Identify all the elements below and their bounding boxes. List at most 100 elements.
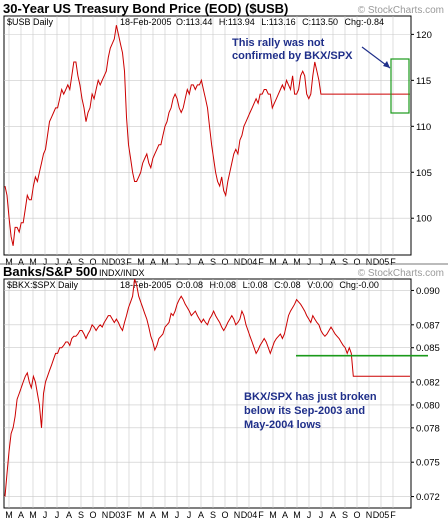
high-value-banks: H:0.08 xyxy=(210,280,237,290)
panel-treasury: 30-Year US Treasury Bond Price (EOD) ($U… xyxy=(3,1,444,267)
treasury-month-label: A xyxy=(198,257,204,267)
change-value-treasury: Chg:-0.84 xyxy=(345,17,385,27)
banks-month-label: S xyxy=(210,510,216,520)
banks-month-label: F xyxy=(126,510,132,520)
treasury-month-label: J xyxy=(55,257,60,267)
panel-banks: Banks/S&P 500 INDX/INDX © StockCharts.co… xyxy=(0,263,448,520)
open-value-treasury: O:113.44 xyxy=(176,17,212,27)
treasury-month-label: M xyxy=(29,257,37,267)
treasury-month-label: M xyxy=(293,257,301,267)
y-axis-banks: 0.072 0.075 0.078 0.080 0.082 0.085 0.087 0.090 xyxy=(411,286,440,503)
date-label-banks: 18-Feb-2005 xyxy=(120,280,172,290)
annotation-banks: BKX/SPX has just broken below its Sep-20… xyxy=(244,391,380,431)
treasury-month-label: O xyxy=(353,257,360,267)
treasury-month-label: M xyxy=(137,257,145,267)
chart-subtitle-banks: INDX/INDX xyxy=(99,268,145,278)
banks-month-label: J xyxy=(43,510,48,520)
grid-banks xyxy=(4,279,411,508)
treasury-month-label: J xyxy=(187,257,192,267)
banks-tick-label: 0.075 xyxy=(416,458,440,469)
treasury-month-label: N xyxy=(102,257,109,267)
banks-month-label: M xyxy=(29,510,37,520)
treasury-month-label: D03 xyxy=(109,257,126,267)
treasury-month-label: F xyxy=(390,257,396,267)
banks-month-label: J xyxy=(55,510,60,520)
treasury-month-label: S xyxy=(78,257,84,267)
banks-month-label: J xyxy=(175,510,180,520)
banks-month-label: D04 xyxy=(241,510,258,520)
arrowhead-treasury xyxy=(383,61,390,68)
treasury-month-label: A xyxy=(330,257,336,267)
treasury-month-label: M xyxy=(161,257,169,267)
banks-month-label: M xyxy=(161,510,169,520)
banks-month-label: J xyxy=(187,510,192,520)
banks-month-label: S xyxy=(342,510,348,520)
grid-treasury xyxy=(4,16,411,255)
banks-tick-label: 0.072 xyxy=(416,492,440,503)
treasury-month-label: A xyxy=(18,257,24,267)
banks-month-label: A xyxy=(198,510,204,520)
banks-month-label: M xyxy=(269,510,277,520)
symbol-label-treasury: $USB Daily xyxy=(7,17,54,27)
symbol-label-banks: $BKX:$SPX Daily xyxy=(7,280,79,290)
banks-month-label: N xyxy=(234,510,241,520)
low-value-banks: L:0.08 xyxy=(243,280,268,290)
banks-month-label: J xyxy=(319,510,324,520)
treasury-month-label: F xyxy=(258,257,264,267)
ohlc-treasury: O:113.44 H:113.94 L:113.16 C:113.50 Chg:… xyxy=(176,17,384,27)
banks-month-label: N xyxy=(102,510,109,520)
banks-month-label: M xyxy=(5,510,13,520)
change-value-banks: Chg:-0.00 xyxy=(339,280,379,290)
x-axis-treasury: M A M J J A S O N D03 F M A M J J A S O N D04 F M A M J J A S O N D05 F xyxy=(5,257,396,267)
treasury-month-label: D04 xyxy=(241,257,258,267)
annotation-treasury-line-1: This rally was not xyxy=(232,37,325,49)
open-value-banks: O:0.08 xyxy=(176,280,203,290)
banks-month-label: M xyxy=(137,510,145,520)
banks-tick-label: 0.087 xyxy=(416,320,440,331)
annotation-banks-line-2: below its Sep-2003 and xyxy=(244,405,365,417)
treasury-month-label: D05 xyxy=(373,257,390,267)
treasury-month-label: J xyxy=(307,257,312,267)
banks-month-label: F xyxy=(390,510,396,520)
annotation-banks-line-1: BKX/SPX has just broken xyxy=(244,391,377,403)
banks-month-label: S xyxy=(78,510,84,520)
banks-tick-label: 0.078 xyxy=(416,423,440,434)
high-value-treasury: H:113.94 xyxy=(219,17,255,27)
volume-value-banks: V:0.00 xyxy=(307,280,333,290)
banks-tick-label: 0.080 xyxy=(416,400,440,411)
banks-tick-label: 0.090 xyxy=(416,286,440,297)
treasury-month-label: A xyxy=(150,257,156,267)
treasury-tick-label: 110 xyxy=(416,122,431,133)
treasury-month-label: J xyxy=(175,257,180,267)
banks-month-label: D05 xyxy=(373,510,390,520)
annotation-banks-line-3: May-2004 lows xyxy=(244,419,321,431)
treasury-month-label: N xyxy=(366,257,373,267)
chart-title-banks: Banks/S&P 500 xyxy=(3,264,97,279)
treasury-month-label: S xyxy=(342,257,348,267)
treasury-tick-label: 100 xyxy=(416,214,432,225)
banks-month-label: A xyxy=(18,510,24,520)
series-line-treasury xyxy=(4,25,410,246)
date-label-treasury: 18-Feb-2005 xyxy=(120,17,172,27)
watermark-treasury: © StockCharts.com xyxy=(358,5,444,16)
banks-month-label: A xyxy=(330,510,336,520)
treasury-tick-label: 120 xyxy=(416,30,432,41)
ohlc-banks: O:0.08 H:0.08 L:0.08 C:0.08 V:0.00 Chg:-… xyxy=(176,280,379,290)
banks-month-label: N xyxy=(366,510,373,520)
treasury-tick-label: 105 xyxy=(416,168,432,179)
treasury-month-label: O xyxy=(89,257,96,267)
treasury-month-label: O xyxy=(221,257,228,267)
treasury-month-label: M xyxy=(5,257,13,267)
treasury-month-label: J xyxy=(43,257,48,267)
banks-month-label: O xyxy=(353,510,360,520)
banks-month-label: A xyxy=(282,510,288,520)
watermark-banks: © StockCharts.com xyxy=(358,268,444,279)
plot-frame-banks xyxy=(3,278,412,509)
series-line-banks xyxy=(4,278,410,497)
banks-month-label: F xyxy=(258,510,264,520)
treasury-month-label: A xyxy=(282,257,288,267)
banks-month-label: A xyxy=(66,510,72,520)
treasury-month-label: M xyxy=(269,257,277,267)
plot-frame-treasury xyxy=(3,15,412,256)
